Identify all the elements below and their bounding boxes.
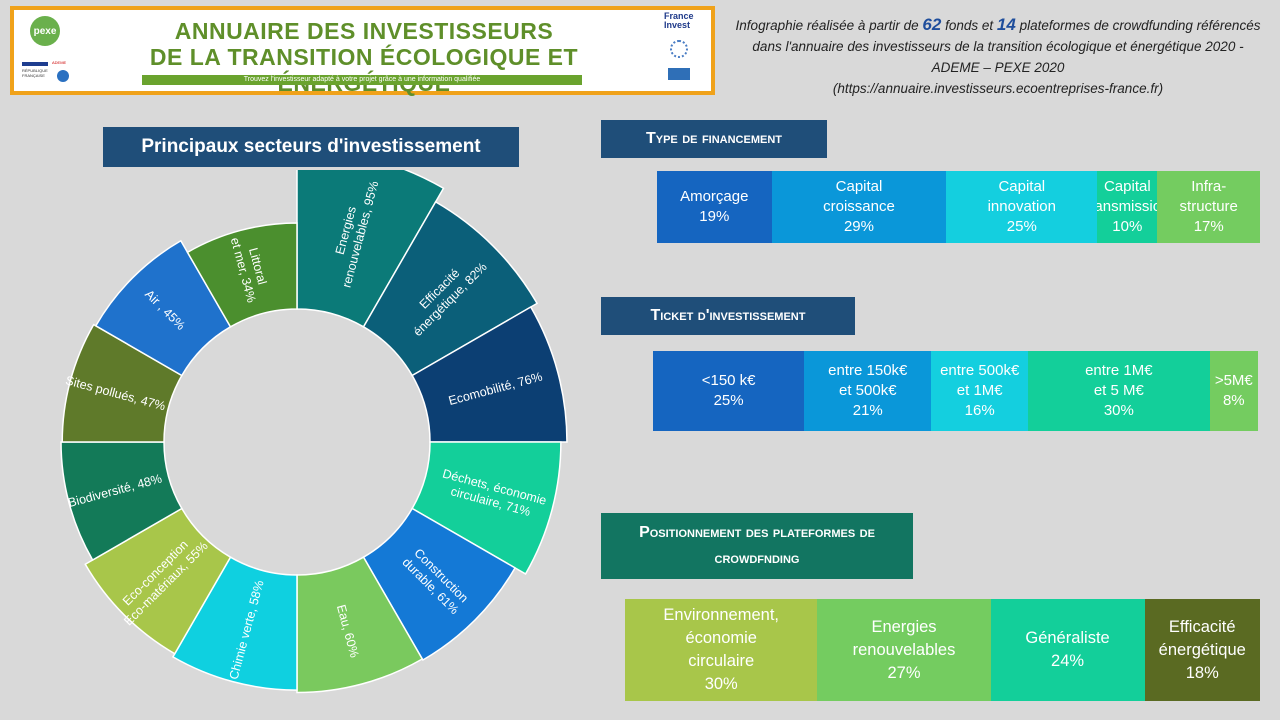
pexe-logo: pexe xyxy=(30,16,60,46)
ademe-logo-text: ADEME xyxy=(52,60,67,65)
ticket-title: Ticket d'investissement xyxy=(601,297,855,335)
banner-tagline: Trouvez l'investisseur adapté à votre pr… xyxy=(142,75,582,85)
bar-segment: entre 1M€ et 5 M€ 30% xyxy=(1028,351,1210,431)
bar-segment-label: Efficacité énergétique 18% xyxy=(1158,617,1246,682)
source-url: (https://annuaire.investisseurs.ecoentre… xyxy=(832,81,1164,96)
donut-slice xyxy=(171,556,298,691)
source-note-part2: fonds et xyxy=(941,18,997,33)
bar-segment: Environnement, économie circulaire 30% xyxy=(625,599,818,701)
donut-slice xyxy=(94,239,232,377)
bar-segment: >5M€ 8% xyxy=(1209,351,1258,431)
bar-segment-label: Capital transmission 10% xyxy=(1097,178,1158,235)
banner-title-line1: ANNUAIRE DES INVESTISSEURS xyxy=(174,18,554,44)
bar-segment: Infra- structure 17% xyxy=(1157,171,1260,243)
donut-slice xyxy=(60,441,183,562)
pexe-logo-text: pexe xyxy=(33,25,57,37)
bar-segment: Capital croissance 29% xyxy=(771,171,947,243)
partner-logo-circle xyxy=(670,40,688,58)
financing-type-bar: Amorçage 19% Capital croissance 29% Capita… xyxy=(657,171,1260,243)
donut-slice xyxy=(411,441,562,575)
bar-segment-label: Capital innovation 25% xyxy=(987,178,1056,235)
bar-segment: entre 150k€ et 500k€ 21% xyxy=(804,351,932,431)
rf-logo-text: RÉPUBLIQUE FRANÇAISE xyxy=(22,68,48,78)
bar-segment-label: Généraliste 24% xyxy=(1025,629,1110,670)
bar-segment: Efficacité énergétique 18% xyxy=(1144,599,1260,701)
bar-segment: Généraliste 24% xyxy=(990,599,1145,701)
bar-segment-label: <150 k€ 25% xyxy=(701,372,756,409)
partner-logo-badge xyxy=(668,68,690,80)
bar-segment: Energies renouvelables 27% xyxy=(817,599,991,701)
ademe-logo: ADEME xyxy=(52,60,74,84)
donut-slice xyxy=(61,323,183,443)
sectors-donut-chart: Energiesrenouvelables, 95% Efficacitééner… xyxy=(60,170,568,694)
bar-segment-label: Amorçage 19% xyxy=(680,188,749,225)
donut-slice xyxy=(411,306,568,443)
crowdfunding-title: Positionnement des plateformes de crowdf… xyxy=(601,513,913,579)
bar-segment-label: Capital croissance 29% xyxy=(823,178,895,235)
source-note-part3: plateformes de crowdfunding référencés d… xyxy=(752,18,1261,75)
sectors-title: Principaux secteurs d'investissement xyxy=(103,127,519,167)
source-note-part1: Infographie réalisée à partir de xyxy=(735,18,923,33)
financing-type-title: Type de financement xyxy=(601,120,827,158)
banner-title-line2: DE LA TRANSITION ÉCOLOGIQUE ET ÉNERGÉTIQ… xyxy=(149,44,579,96)
bar-segment: Capital transmission 10% xyxy=(1097,171,1158,243)
donut-slice xyxy=(84,507,232,655)
bar-segment: Capital innovation 25% xyxy=(946,171,1098,243)
donut-slice xyxy=(296,170,445,328)
funds-count: 62 xyxy=(922,15,942,34)
donut-slice xyxy=(362,200,539,377)
bar-segment-label: Infra- structure 17% xyxy=(1179,178,1238,235)
header-banner: pexe RÉPUBLIQUE FRANÇAISE ADEME ANNUAIRE… xyxy=(10,6,715,96)
donut-slice xyxy=(186,222,298,328)
source-note: Infographie réalisée à partir de 62 fond… xyxy=(728,14,1268,99)
bar-segment-label: Energies renouvelables 27% xyxy=(852,617,956,682)
platforms-count: 14 xyxy=(996,15,1016,34)
ticket-bar: <150 k€ 25% entre 150k€ et 500k€ 21% entre… xyxy=(653,351,1258,431)
bar-segment-label: entre 1M€ et 5 M€ 30% xyxy=(1085,362,1153,419)
bar-segment: Amorçage 19% xyxy=(657,171,772,243)
donut-slice xyxy=(296,556,424,694)
bar-segment-label: entre 500k€ et 1M€ 16% xyxy=(940,362,1020,419)
bar-segment-label: entre 150k€ et 500k€ 21% xyxy=(828,362,908,419)
france-invest-logo: France Invest xyxy=(664,11,694,30)
bar-segment-label: >5M€ 8% xyxy=(1214,372,1253,409)
republique-francaise-logo: RÉPUBLIQUE FRANÇAISE xyxy=(22,62,48,84)
bar-segment-label: Environnement, économie circulaire 30% xyxy=(663,606,779,693)
crowdfunding-bar: Environnement, économie circulaire 30% En… xyxy=(625,599,1260,701)
banner-title: ANNUAIRE DES INVESTISSEURS DE LA TRANSIT… xyxy=(84,18,644,96)
bar-segment: entre 500k€ et 1M€ 16% xyxy=(931,351,1029,431)
bar-segment: <150 k€ 25% xyxy=(653,351,805,431)
